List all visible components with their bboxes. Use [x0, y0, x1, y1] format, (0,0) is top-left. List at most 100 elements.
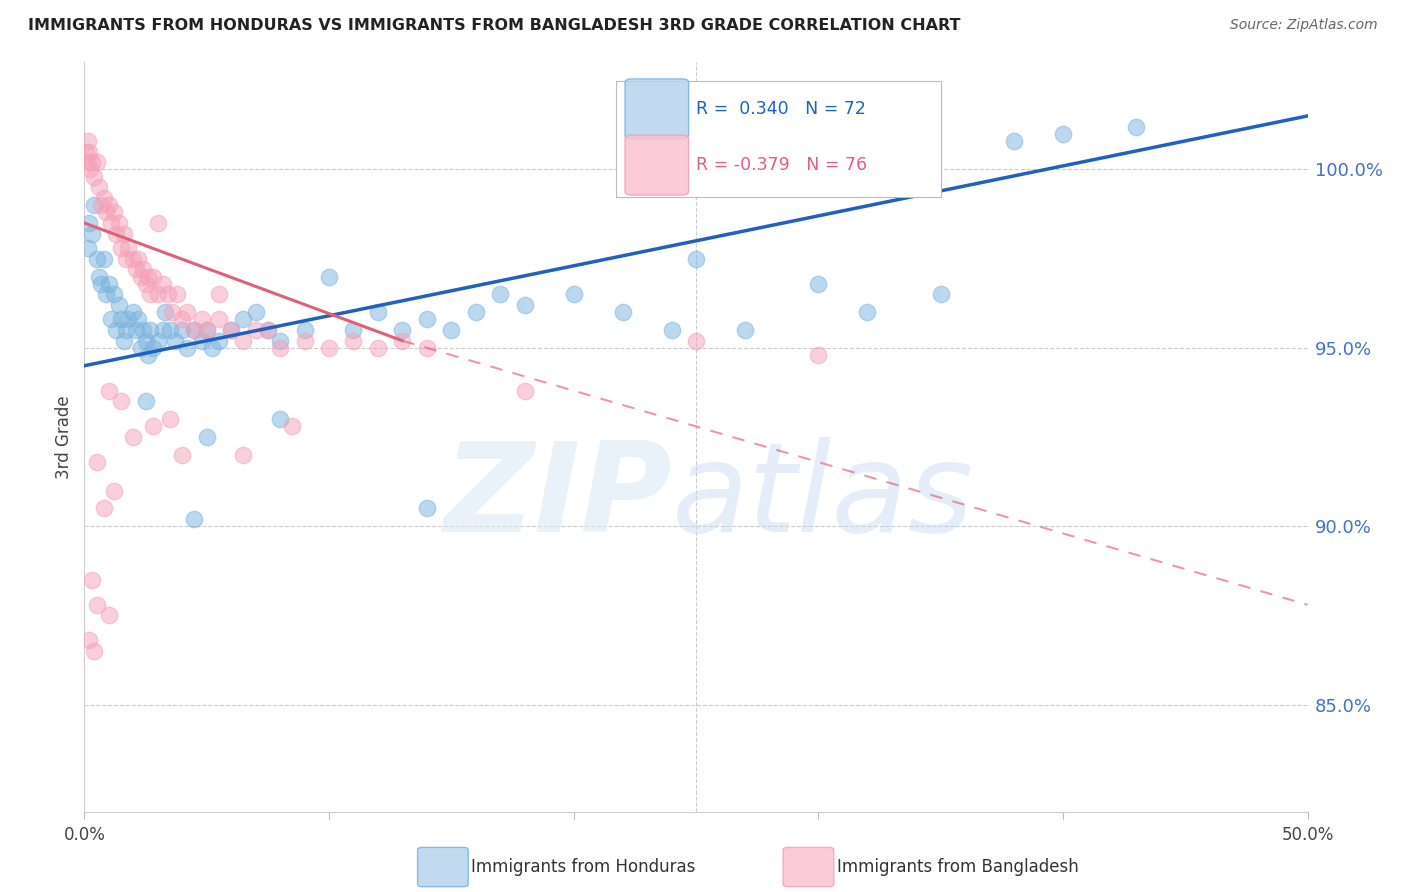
- Point: [440, 323, 463, 337]
- Point: [562, 287, 585, 301]
- Point: [86, 252, 108, 266]
- Point: [96, 205, 118, 219]
- Point: [127, 312, 149, 326]
- Point: [122, 430, 145, 444]
- Point: [1002, 134, 1025, 148]
- Point: [83, 198, 105, 212]
- Point: [257, 323, 280, 337]
- Point: [103, 205, 125, 219]
- Point: [97, 384, 120, 398]
- Point: [103, 287, 125, 301]
- Point: [685, 334, 707, 348]
- Point: [117, 241, 139, 255]
- Point: [1125, 120, 1147, 134]
- Point: [146, 287, 169, 301]
- Point: [83, 644, 105, 658]
- Point: [416, 501, 439, 516]
- Point: [257, 323, 280, 337]
- Point: [1052, 127, 1074, 141]
- Point: [734, 323, 756, 337]
- Point: [122, 305, 145, 319]
- Point: [93, 191, 115, 205]
- Point: [129, 341, 152, 355]
- Point: [115, 323, 138, 337]
- Point: [146, 216, 169, 230]
- Point: [513, 298, 536, 312]
- Point: [112, 334, 135, 348]
- Point: [77, 633, 100, 648]
- Point: [83, 169, 105, 184]
- Point: [208, 312, 231, 326]
- Point: [685, 252, 707, 266]
- Point: [269, 341, 291, 355]
- Text: Immigrants from Bangladesh: Immigrants from Bangladesh: [837, 858, 1078, 876]
- Text: Source: ZipAtlas.com: Source: ZipAtlas.com: [1230, 18, 1378, 32]
- Point: [163, 334, 186, 348]
- Point: [269, 412, 291, 426]
- Point: [318, 341, 340, 355]
- Point: [367, 341, 389, 355]
- Point: [76, 155, 98, 169]
- Point: [80, 573, 103, 587]
- Point: [612, 305, 634, 319]
- Point: [125, 323, 148, 337]
- Point: [513, 384, 536, 398]
- Point: [162, 305, 184, 319]
- Point: [93, 252, 115, 266]
- Point: [191, 312, 214, 326]
- Point: [183, 512, 205, 526]
- Point: [416, 312, 439, 326]
- Point: [152, 277, 174, 291]
- Text: atlas: atlas: [672, 436, 973, 558]
- Point: [342, 323, 364, 337]
- Point: [391, 323, 413, 337]
- Point: [416, 341, 439, 355]
- Point: [367, 305, 389, 319]
- Point: [90, 277, 112, 291]
- Point: [152, 323, 174, 337]
- Point: [135, 334, 157, 348]
- Point: [97, 277, 120, 291]
- Point: [132, 262, 155, 277]
- Point: [80, 155, 103, 169]
- Point: [86, 455, 108, 469]
- Point: [191, 334, 214, 348]
- Point: [219, 323, 242, 337]
- Point: [103, 483, 125, 498]
- Point: [176, 341, 198, 355]
- Point: [87, 180, 110, 194]
- Point: [136, 269, 159, 284]
- Point: [86, 155, 108, 169]
- Point: [232, 448, 254, 462]
- Point: [122, 252, 145, 266]
- Point: [115, 252, 138, 266]
- Point: [127, 252, 149, 266]
- Point: [245, 323, 267, 337]
- Point: [219, 323, 242, 337]
- Point: [77, 134, 100, 148]
- Point: [75, 145, 97, 159]
- Point: [195, 323, 218, 337]
- Point: [294, 334, 316, 348]
- Point: [77, 241, 100, 255]
- Point: [142, 419, 165, 434]
- Point: [139, 287, 162, 301]
- Point: [156, 287, 179, 301]
- Point: [391, 334, 413, 348]
- Y-axis label: 3rd Grade: 3rd Grade: [55, 395, 73, 479]
- Point: [97, 608, 120, 623]
- Point: [79, 162, 101, 177]
- Text: R =  0.340   N = 72: R = 0.340 N = 72: [696, 100, 866, 118]
- Point: [129, 269, 152, 284]
- Point: [136, 348, 159, 362]
- Point: [183, 323, 205, 337]
- Point: [110, 394, 132, 409]
- Text: R = -0.379   N = 76: R = -0.379 N = 76: [696, 156, 868, 174]
- Point: [107, 298, 129, 312]
- Point: [159, 323, 181, 337]
- Point: [269, 334, 291, 348]
- Point: [132, 323, 155, 337]
- Point: [342, 334, 364, 348]
- Point: [172, 312, 194, 326]
- Point: [208, 334, 231, 348]
